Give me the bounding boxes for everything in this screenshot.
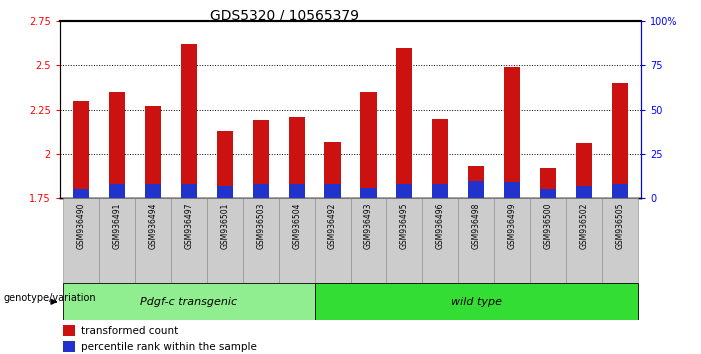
Text: transformed count: transformed count [81,326,178,336]
Bar [325,184,341,198]
Bar [63,283,315,320]
Bar [63,325,76,336]
Bar [504,182,520,198]
Bar [433,119,449,198]
Bar [145,106,161,198]
Bar [494,198,530,283]
Text: GSM936500: GSM936500 [543,202,552,249]
Text: GSM936496: GSM936496 [436,202,445,249]
Bar [602,198,638,283]
Bar [73,101,89,198]
Bar [63,198,99,283]
Text: wild type: wild type [451,297,502,307]
Bar [73,189,89,198]
Bar [458,198,494,283]
Bar [612,184,628,198]
Text: genotype/variation: genotype/variation [4,293,96,303]
Text: GSM936499: GSM936499 [508,202,517,249]
Bar [468,181,484,198]
Text: GDS5320 / 10565379: GDS5320 / 10565379 [210,9,360,23]
Text: GSM936494: GSM936494 [149,202,158,249]
Text: GSM936497: GSM936497 [184,202,193,249]
Text: GSM936502: GSM936502 [580,202,588,249]
Bar [252,120,268,198]
Bar [566,198,602,283]
Text: GSM936505: GSM936505 [615,202,625,249]
Bar [63,341,76,353]
Bar [181,44,197,198]
Bar [360,92,376,198]
Bar [325,142,341,198]
Bar [504,67,520,198]
Bar [109,92,125,198]
Bar [243,198,279,283]
Bar [396,48,412,198]
Bar [350,198,386,283]
Text: GSM936493: GSM936493 [364,202,373,249]
Text: GSM936501: GSM936501 [220,202,229,249]
Text: GSM936492: GSM936492 [328,202,337,249]
Text: GSM936503: GSM936503 [256,202,265,249]
Text: Pdgf-c transgenic: Pdgf-c transgenic [140,297,238,307]
Bar [386,198,422,283]
Bar [181,184,197,198]
Bar [315,198,350,283]
Bar [289,117,305,198]
Bar [145,184,161,198]
Bar [396,184,412,198]
Bar [433,184,449,198]
Text: percentile rank within the sample: percentile rank within the sample [81,342,257,352]
Text: GSM936490: GSM936490 [76,202,86,249]
Bar [217,186,233,198]
Bar [576,186,592,198]
Bar [576,143,592,198]
Bar [279,198,315,283]
Bar [252,184,268,198]
Bar [360,188,376,198]
Bar [540,189,556,198]
Text: GSM936498: GSM936498 [472,202,481,249]
Bar [109,184,125,198]
Bar [99,198,135,283]
Bar [468,166,484,198]
Text: GSM936491: GSM936491 [113,202,121,249]
Bar [540,168,556,198]
Bar [217,131,233,198]
Bar [207,198,243,283]
Bar [135,198,171,283]
Bar [422,198,458,283]
Text: GSM936504: GSM936504 [292,202,301,249]
Bar [289,184,305,198]
Bar [315,283,638,320]
Bar [530,198,566,283]
Bar [171,198,207,283]
Bar [612,83,628,198]
Text: GSM936495: GSM936495 [400,202,409,249]
